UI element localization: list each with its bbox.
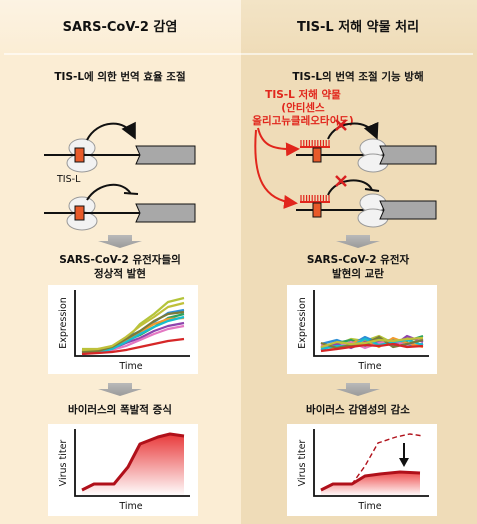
right-titer-xlabel: Time bbox=[357, 501, 381, 512]
left-expression-title-1: SARS-CoV-2 유전자들의 bbox=[59, 253, 181, 266]
gray-arrows bbox=[98, 235, 380, 396]
block-x-top bbox=[335, 119, 347, 131]
block-x-bottom bbox=[335, 175, 347, 187]
right-expression-ylabel: Expression bbox=[297, 297, 308, 349]
expression-line bbox=[320, 342, 424, 353]
expression-line bbox=[81, 310, 185, 354]
right-expression-lines bbox=[320, 334, 424, 353]
left-mechanism-title: TIS-L에 의한 번역 효율 조절 bbox=[54, 70, 185, 83]
left-titer-ylabel: Virus titer bbox=[58, 440, 69, 487]
antisense-oligo-icon bbox=[300, 140, 330, 148]
drug-label-line-3: 올리고뉴클레오타이드) bbox=[252, 114, 353, 127]
antisense-oligo-icon bbox=[300, 195, 330, 203]
right-expression-title-2: 발현의 교란 bbox=[332, 267, 384, 280]
left-expression-title-2: 정상적 발현 bbox=[94, 267, 146, 280]
drug-label-line-2: (안티센스 bbox=[281, 101, 325, 114]
left-mrna-diagram-bottom bbox=[44, 184, 196, 231]
left-titer-line bbox=[81, 432, 185, 492]
right-titer-reference-dashed bbox=[320, 433, 424, 491]
left-titer-area bbox=[82, 434, 184, 496]
right-header: TIS-L 저해 약물 처리 bbox=[297, 19, 419, 35]
left-titer-title: 바이러스의 폭발적 증식 bbox=[68, 403, 172, 416]
left-header: SARS-CoV-2 감염 bbox=[63, 19, 178, 35]
right-titer-line bbox=[320, 470, 421, 492]
right-mrna-diagram-top bbox=[296, 119, 437, 173]
gene-box bbox=[135, 145, 196, 165]
right-titer-area bbox=[321, 472, 420, 496]
right-titer-title: 바이러스 감염성의 감소 bbox=[306, 403, 410, 416]
drug-arrow-bottom bbox=[254, 129, 298, 209]
right-titer-ylabel: Virus titer bbox=[297, 440, 308, 487]
left-expression-ylabel: Expression bbox=[58, 297, 69, 349]
right-expression-xlabel: Time bbox=[357, 361, 381, 372]
left-titer-xlabel: Time bbox=[118, 501, 142, 512]
expression-line bbox=[81, 301, 185, 352]
expression-line bbox=[81, 315, 185, 356]
left-expression-lines bbox=[81, 296, 185, 356]
right-expression-title-1: SARS-CoV-2 유전자 bbox=[307, 253, 410, 266]
right-mrna-diagram-bottom bbox=[296, 175, 437, 228]
drug-label-line-1: TIS-L 저해 약물 bbox=[265, 88, 341, 101]
left-expression-xlabel: Time bbox=[118, 361, 142, 372]
left-mrna-diagram-top bbox=[44, 121, 196, 173]
expression-line bbox=[320, 336, 424, 349]
right-mechanism-title: TIS-L의 번역 조절 기능 방해 bbox=[292, 70, 423, 83]
decrease-arrow-icon bbox=[399, 458, 409, 467]
drug-arrow-top bbox=[257, 127, 300, 157]
tis-l-label: TIS-L bbox=[56, 174, 81, 185]
tis-l-box bbox=[74, 147, 85, 163]
expression-line bbox=[81, 337, 185, 356]
right-expression-chart bbox=[287, 285, 437, 374]
